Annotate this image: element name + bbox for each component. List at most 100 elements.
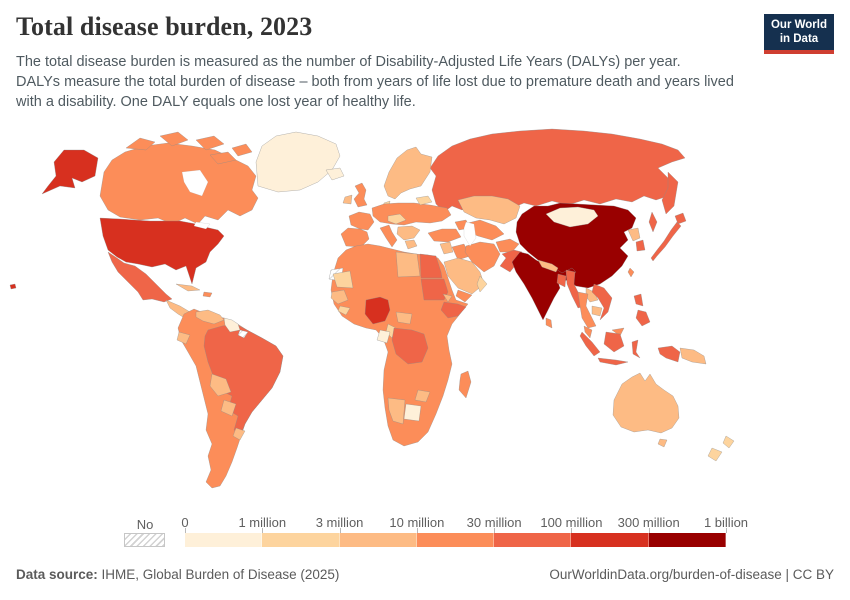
country-france[interactable] [348,211,375,231]
legend-tick-mark [339,528,341,533]
legend-segment[interactable] [416,533,495,547]
country-greece[interactable] [404,239,418,250]
country-thailand[interactable] [577,291,597,329]
country-nepal[interactable] [537,259,559,273]
country-egypt[interactable] [419,253,443,279]
country-mauritania[interactable] [332,270,354,289]
country-greenland[interactable] [255,131,341,193]
country-china[interactable] [515,202,637,289]
legend-segment[interactable] [339,533,417,547]
country-balkans[interactable] [396,225,421,241]
legend-tick-label: 100 million [540,515,603,530]
legend-tick-mark [571,528,573,533]
country-hispaniola[interactable] [202,291,213,298]
country-oman[interactable] [476,275,488,293]
credit-link[interactable]: OurWorldinData.org/burden-of-disease | C… [549,567,834,582]
country-sri-lanka[interactable] [545,317,553,329]
country-scandinavia[interactable] [383,146,433,200]
country-cambodia[interactable] [591,305,603,317]
legend-segment[interactable] [648,533,726,547]
country-alpine[interactable] [387,213,407,225]
country-gabon[interactable] [376,329,391,344]
legend-tick-label: 1 million [238,515,287,530]
country-nigeria[interactable] [364,296,391,325]
legend-tick-mark [726,528,727,533]
legend-tick-label: 10 million [389,515,445,530]
country-north-korea[interactable] [627,227,641,242]
chart-footer: Data source: IHME, Global Burden of Dise… [0,567,850,582]
legend-tick-label: 0 [181,515,189,530]
legend-tick-mark [416,528,418,533]
country-afghanistan[interactable] [495,238,520,253]
legend-segment[interactable] [262,533,340,547]
country-french-guiana[interactable] [237,329,249,339]
country-bangladesh[interactable] [556,273,567,288]
country-paraguay[interactable] [220,399,237,417]
legend-segment[interactable] [571,533,649,547]
country-russia-kamchatka[interactable] [648,171,679,233]
country-bolivia[interactable] [209,373,232,397]
country-ecuador[interactable] [176,331,191,345]
country-libya[interactable] [395,251,421,278]
country-sudan[interactable] [420,278,449,301]
country-zimbabwe[interactable] [414,389,431,403]
country-usa[interactable] [99,217,225,285]
country-botswana[interactable] [403,403,422,422]
legend-no-data-swatch[interactable] [124,533,165,547]
country-mexico[interactable] [107,251,173,303]
country-namibia[interactable] [387,397,406,425]
country-italy[interactable] [379,224,398,248]
country-madagascar[interactable] [458,370,472,399]
country-australia[interactable] [612,372,680,448]
country-cuba[interactable] [175,283,201,292]
country-iran[interactable] [464,241,501,273]
country-taiwan[interactable] [627,267,635,278]
page-title: Total disease burden, 2023 [16,12,313,41]
country-uk[interactable] [353,182,368,208]
country-baltics[interactable] [415,195,433,206]
country-turkey[interactable] [427,228,462,243]
country-car[interactable] [395,311,413,325]
country-new-zealand[interactable] [707,435,735,462]
country-canada-arctic[interactable] [125,131,253,165]
country-eritrea[interactable] [442,293,453,303]
caspian-sea [463,221,477,247]
country-canada[interactable] [99,142,259,225]
legend-segment[interactable] [494,533,572,547]
country-indonesia[interactable] [579,331,681,366]
legend-tick-label: 300 million [617,515,680,530]
country-kazakhstan[interactable] [457,195,521,225]
great-lakes [193,221,211,230]
country-iceland[interactable] [325,167,345,181]
country-ireland[interactable] [342,194,353,205]
legend-tick-label: 3 million [315,515,364,530]
country-senegal-guinea[interactable] [330,289,349,305]
country-vietnam[interactable] [591,283,613,321]
country-usa-alaska[interactable] [41,149,99,195]
country-sierra-leone-liberia[interactable] [337,305,351,316]
country-philippines[interactable] [633,293,651,327]
country-dr-congo[interactable] [391,327,429,365]
legend-segment[interactable] [185,533,263,547]
country-malaysia[interactable] [583,325,625,339]
country-venezuela[interactable] [195,309,225,325]
country-uruguay[interactable] [232,427,246,441]
owid-logo[interactable]: Our World in Data [764,14,834,54]
legend-ticks: 0 1 million 3 million 10 million 30 million 1… [181,514,748,533]
country-usa-hawaii[interactable] [9,283,17,290]
country-brazil[interactable] [203,323,284,435]
country-iberia[interactable] [340,227,370,248]
country-south-korea[interactable] [635,239,646,252]
country-ethiopia[interactable] [440,301,467,319]
hudson-bay [181,169,209,197]
subtitle-line: with a disability. One DALY equals one l… [16,94,416,110]
country-yemen[interactable] [455,289,473,303]
country-levant[interactable] [439,241,454,255]
country-japan[interactable] [650,212,687,262]
country-mongolia[interactable] [545,206,599,228]
country-papua-new-guinea[interactable] [679,347,707,365]
legend-tick-mark [494,528,496,533]
